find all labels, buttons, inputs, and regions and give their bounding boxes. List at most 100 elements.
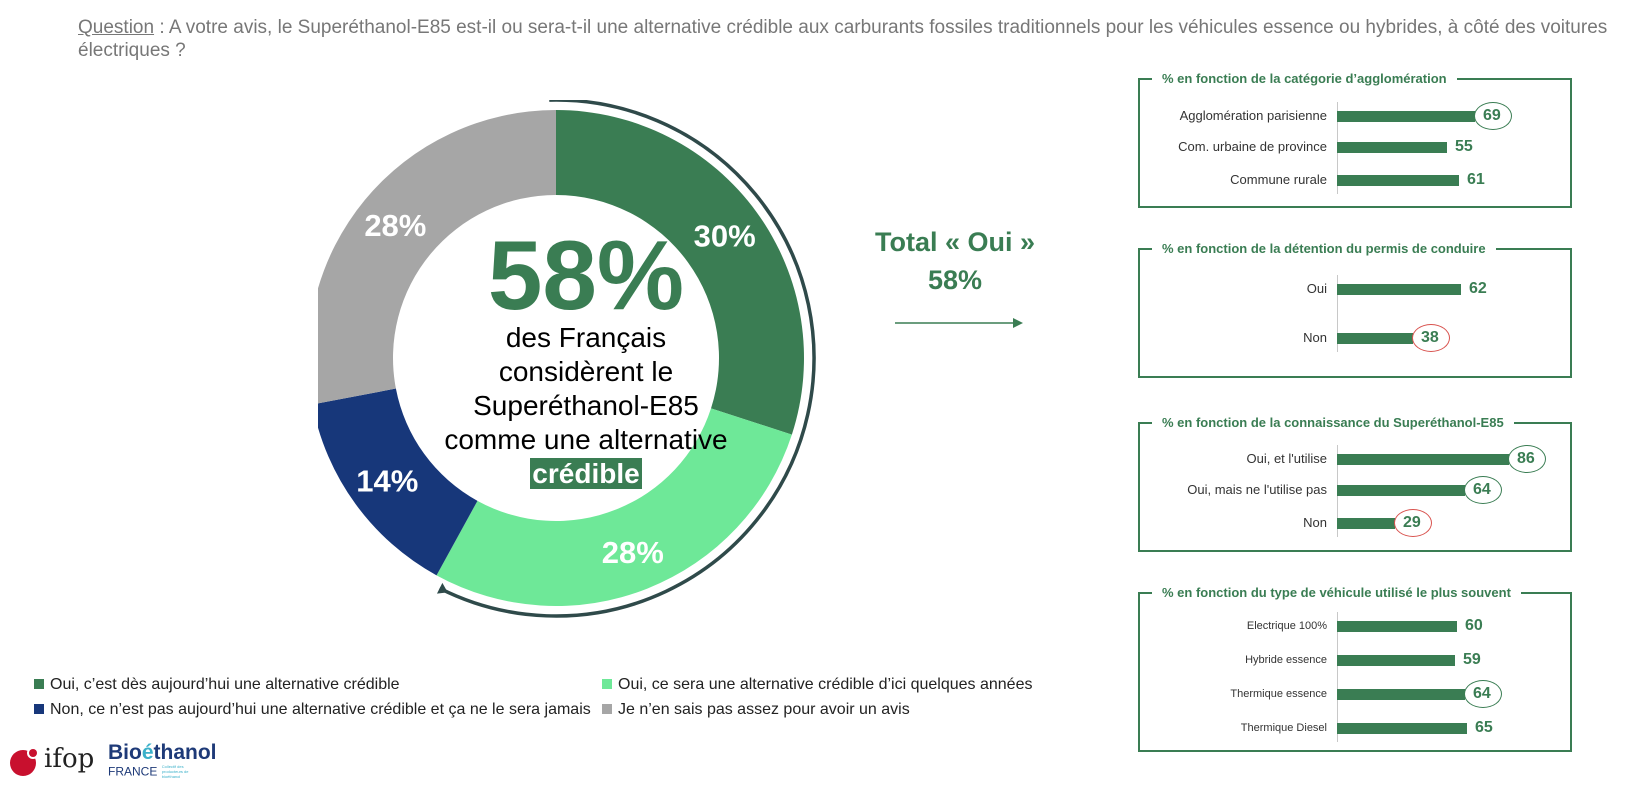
- highlight-circle: [1474, 102, 1512, 130]
- legend-item-oui-futur: Oui, ce sera une alternative crédible d’…: [602, 675, 1032, 695]
- row-label: Oui: [1306, 281, 1327, 296]
- row-value: 69: [1483, 107, 1501, 124]
- row-bar: [1337, 518, 1395, 529]
- row-value: 38: [1421, 329, 1439, 346]
- row-label: Non: [1303, 330, 1327, 345]
- donut-slice-label: 14%: [356, 464, 418, 499]
- ifop-logo-text: ifop: [44, 744, 95, 774]
- row-value: 61: [1467, 171, 1485, 188]
- question-label: Question: [78, 17, 155, 38]
- breakdown-panel: % en fonction de la catégorie d’agglomér…: [1138, 70, 1572, 208]
- legend-label: Je n’en sais pas assez pour avoir un avi…: [618, 701, 910, 718]
- total-oui-label: Total « Oui »: [874, 227, 1036, 257]
- highlight-circle: [1508, 445, 1546, 473]
- row-bar: [1337, 655, 1455, 666]
- legend-item-non: Non, ce n’est pas aujourd’hui une altern…: [34, 700, 591, 720]
- legend-swatch: [602, 679, 612, 689]
- legend-label: Oui, c’est dès aujourd’hui une alternati…: [50, 676, 400, 693]
- row-label: Agglomération parisienne: [1179, 108, 1327, 123]
- row-value: 55: [1455, 138, 1473, 155]
- donut-chart: 30% 28% 14% 28%: [318, 100, 816, 618]
- total-oui-value: 58%: [927, 265, 983, 295]
- bio-logo-suffix: thanol: [153, 741, 217, 764]
- donut-slice-label: 28%: [602, 535, 664, 570]
- question-body: : A votre avis, le Superéthanol-E85 est-…: [78, 17, 1608, 61]
- bioethanol-logo: Bioéthanol FRANCE Collectif des producte…: [108, 742, 218, 782]
- center-highlight: crédible: [530, 458, 642, 489]
- row-label: Com. urbaine de province: [1178, 139, 1327, 154]
- donut-labels: 30% 28% 14% 28%: [356, 208, 755, 570]
- panel-title: % en fonction de la détention du permis …: [1152, 240, 1496, 258]
- highlight-circle: [1394, 509, 1432, 537]
- row-value: 65: [1475, 719, 1493, 736]
- bio-logo-prefix: Bio: [108, 741, 142, 764]
- center-text-line-5: crédible: [406, 457, 766, 491]
- row-bar: [1337, 333, 1413, 344]
- center-text-line-2: considèrent le: [498, 356, 674, 387]
- row-label: Thermique Diesel: [1240, 722, 1327, 734]
- legend-swatch: [34, 704, 44, 714]
- panel-axis: [1337, 612, 1338, 742]
- row-bar: [1337, 454, 1509, 465]
- center-percentage: 58%: [487, 220, 685, 330]
- row-label: Hybride essence: [1245, 654, 1327, 666]
- donut-highlight-arc: [438, 100, 816, 618]
- legend-swatch: [34, 679, 44, 689]
- row-value: 62: [1469, 280, 1487, 297]
- row-label: Oui, mais ne l'utilise pas: [1187, 482, 1327, 497]
- panel-title: % en fonction de la connaissance du Supe…: [1152, 414, 1514, 432]
- center-text-line-1: des Français: [505, 322, 667, 353]
- donut-arc-arrowhead: [436, 582, 448, 594]
- breakdown-panel: % en fonction de la connaissance du Supe…: [1138, 414, 1572, 552]
- panel-title: % en fonction de la catégorie d’agglomér…: [1152, 70, 1457, 88]
- donut-slice: [318, 110, 556, 404]
- center-text-line-3: Superéthanol-E85: [473, 390, 699, 421]
- legend-item-ne-sais-pas: Je n’en sais pas assez pour avoir un avi…: [602, 700, 910, 720]
- ifop-logo-icon: [10, 747, 39, 776]
- row-value: 64: [1473, 481, 1491, 498]
- row-bar: [1337, 142, 1447, 153]
- row-bar: [1337, 621, 1457, 632]
- legend-item-oui-aujourdhui: Oui, c’est dès aujourd’hui une alternati…: [34, 675, 400, 695]
- row-value: 29: [1403, 514, 1421, 531]
- row-bar: [1337, 689, 1465, 700]
- legend-label: Non, ce n’est pas aujourd’hui une altern…: [50, 701, 591, 718]
- bio-logo-sub: FRANCE: [108, 764, 158, 779]
- bio-logo-tag: Collectif des producteurs de bioéthanol: [161, 764, 189, 779]
- donut-slice: [318, 388, 478, 576]
- donut-slices: [318, 110, 804, 606]
- row-label: Electrique 100%: [1246, 620, 1327, 632]
- row-label: Non: [1303, 515, 1327, 530]
- total-arrow-icon: [895, 318, 1023, 328]
- row-label: Oui, et l'utilise: [1246, 451, 1327, 466]
- total-oui: Total « Oui » 58%: [850, 223, 1060, 299]
- legend-label: Oui, ce sera une alternative crédible d’…: [618, 676, 1033, 693]
- row-value: 59: [1463, 651, 1481, 668]
- breakdown-panel: % en fonction de la détention du permis …: [1138, 240, 1572, 378]
- row-bar: [1337, 723, 1467, 734]
- highlight-circle: [1412, 324, 1450, 352]
- row-value: 64: [1473, 685, 1491, 702]
- row-bar: [1337, 485, 1465, 496]
- row-label: Commune rurale: [1230, 172, 1327, 187]
- panel-axis: [1337, 275, 1338, 352]
- row-bar: [1337, 111, 1475, 122]
- donut-slice-label: 30%: [694, 218, 756, 253]
- bio-logo-mid: é: [141, 741, 154, 764]
- ifop-logo: ifop: [8, 744, 103, 779]
- donut-slice-label: 28%: [364, 208, 426, 243]
- donut-slice: [436, 408, 792, 606]
- row-label: Thermique essence: [1230, 688, 1327, 700]
- row-value: 60: [1465, 617, 1483, 634]
- row-bar: [1337, 175, 1459, 186]
- highlight-circle: [1464, 680, 1502, 708]
- row-bar: [1337, 284, 1461, 295]
- panel-title: % en fonction du type de véhicule utilis…: [1152, 584, 1521, 602]
- center-text-line-4: comme une alternative: [444, 424, 728, 455]
- highlight-circle: [1464, 476, 1502, 504]
- breakdown-panel: % en fonction du type de véhicule utilis…: [1138, 584, 1572, 752]
- row-value: 86: [1517, 450, 1535, 467]
- question-text: Question : A votre avis, le Superéthanol…: [78, 16, 1638, 62]
- donut-slice: [556, 110, 804, 435]
- legend-swatch: [602, 704, 612, 714]
